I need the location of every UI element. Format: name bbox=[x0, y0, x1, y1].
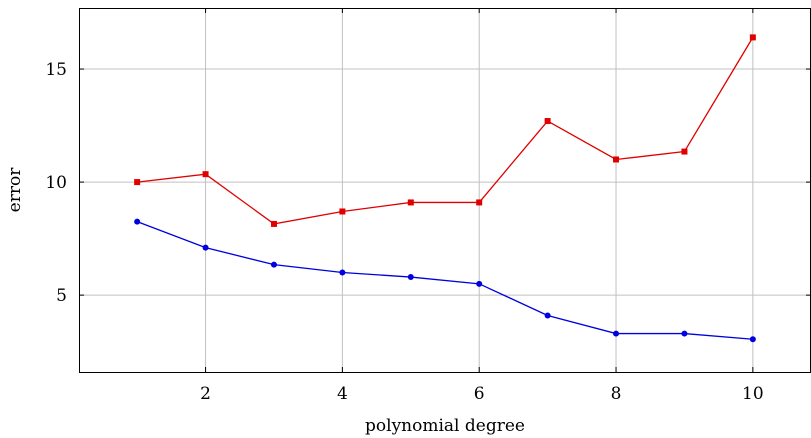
data-point bbox=[202, 171, 209, 178]
data-point bbox=[749, 34, 756, 41]
plot-area-frame bbox=[79, 8, 811, 373]
data-point bbox=[681, 148, 688, 155]
data-point bbox=[407, 199, 414, 206]
x-tick-label: 4 bbox=[337, 384, 348, 404]
grid bbox=[79, 8, 811, 372]
data-point bbox=[544, 312, 551, 319]
y-tick-label: 15 bbox=[45, 60, 67, 80]
x-tick-label: 10 bbox=[742, 384, 764, 404]
x-axis-label: polynomial degree bbox=[365, 416, 525, 436]
data-point bbox=[202, 244, 209, 251]
y-axis-label: error bbox=[5, 167, 25, 213]
x-tick-label: 2 bbox=[200, 384, 211, 404]
data-point bbox=[407, 274, 414, 281]
data-point bbox=[134, 218, 141, 225]
data-point bbox=[339, 208, 346, 215]
data-point bbox=[613, 330, 620, 337]
series-1-line bbox=[137, 37, 754, 225]
series-1 bbox=[134, 34, 756, 227]
x-tick-label: 8 bbox=[611, 384, 622, 404]
data-point bbox=[613, 156, 620, 163]
data-point bbox=[270, 261, 277, 268]
data-point bbox=[339, 269, 346, 276]
data-point bbox=[681, 330, 688, 337]
y-tick-label: 10 bbox=[45, 173, 67, 193]
data-point bbox=[134, 179, 141, 186]
data-point bbox=[476, 280, 483, 287]
data-point bbox=[476, 199, 483, 206]
series-2 bbox=[134, 218, 756, 343]
y-tick-label: 5 bbox=[56, 286, 67, 306]
axis-ticks: 2 4 6 8 10 5 10 15 bbox=[45, 8, 811, 404]
x-tick-label: 6 bbox=[474, 384, 485, 404]
data-point bbox=[544, 118, 551, 125]
series-2-line bbox=[136, 221, 753, 340]
data-point bbox=[749, 336, 756, 343]
series-layer bbox=[134, 34, 756, 343]
data-point bbox=[270, 220, 277, 227]
